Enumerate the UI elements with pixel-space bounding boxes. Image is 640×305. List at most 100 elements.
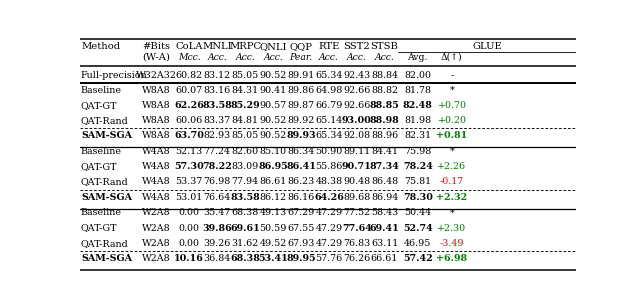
- Text: 68.38: 68.38: [230, 254, 260, 263]
- Text: 62.26: 62.26: [174, 101, 204, 110]
- Text: 85.10: 85.10: [260, 147, 287, 156]
- Text: W8A8: W8A8: [142, 86, 170, 95]
- Text: 86.34: 86.34: [287, 147, 315, 156]
- Text: SAM-SGA: SAM-SGA: [81, 254, 132, 263]
- Text: QQP: QQP: [290, 42, 313, 51]
- Text: 49.52: 49.52: [260, 239, 287, 248]
- Text: -: -: [451, 71, 454, 81]
- Text: RTE: RTE: [318, 42, 340, 51]
- Text: 82.31: 82.31: [404, 131, 431, 140]
- Text: Baseline: Baseline: [81, 208, 122, 217]
- Text: 39.26: 39.26: [204, 239, 231, 248]
- Text: 84.31: 84.31: [232, 86, 259, 95]
- Text: 83.58: 83.58: [230, 192, 260, 202]
- Text: 89.87: 89.87: [287, 101, 315, 110]
- Text: 0.00: 0.00: [179, 239, 200, 248]
- Text: 55.86: 55.86: [316, 162, 342, 171]
- Text: 92.66: 92.66: [343, 86, 371, 95]
- Text: +2.30: +2.30: [437, 224, 467, 233]
- Text: 87.34: 87.34: [370, 162, 399, 171]
- Text: 92.43: 92.43: [343, 71, 371, 81]
- Text: 10.16: 10.16: [174, 254, 204, 263]
- Text: W8A8: W8A8: [142, 131, 170, 140]
- Text: 64.98: 64.98: [316, 86, 342, 95]
- Text: 76.83: 76.83: [343, 239, 371, 248]
- Text: 52.13: 52.13: [175, 147, 203, 156]
- Text: 84.81: 84.81: [232, 116, 259, 125]
- Text: 89.11: 89.11: [343, 147, 371, 156]
- Text: QNLI: QNLI: [259, 42, 287, 51]
- Text: 89.93: 89.93: [287, 131, 316, 140]
- Text: 88.82: 88.82: [371, 86, 398, 95]
- Text: 90.52: 90.52: [260, 131, 287, 140]
- Text: 53.01: 53.01: [175, 192, 203, 202]
- Text: 63.70: 63.70: [174, 131, 204, 140]
- Text: MRPC: MRPC: [229, 42, 261, 51]
- Text: 86.95: 86.95: [259, 162, 288, 171]
- Text: 86.12: 86.12: [260, 192, 287, 202]
- Text: QAT-GT: QAT-GT: [81, 101, 118, 110]
- Text: 47.29: 47.29: [316, 208, 342, 217]
- Text: 86.61: 86.61: [260, 177, 287, 186]
- Text: 69.61: 69.61: [230, 224, 260, 233]
- Text: Acc.: Acc.: [263, 53, 283, 62]
- Text: 89.68: 89.68: [343, 192, 371, 202]
- Text: W8A8: W8A8: [142, 101, 170, 110]
- Text: +0.81: +0.81: [436, 131, 468, 140]
- Text: 69.41: 69.41: [370, 224, 399, 233]
- Text: W4A8: W4A8: [142, 162, 170, 171]
- Text: Pear.: Pear.: [289, 53, 313, 62]
- Text: W2A8: W2A8: [142, 239, 170, 248]
- Text: 47.29: 47.29: [316, 224, 342, 233]
- Text: 57.76: 57.76: [316, 254, 342, 263]
- Text: 81.98: 81.98: [404, 116, 431, 125]
- Text: 86.41: 86.41: [286, 162, 316, 171]
- Text: 75.81: 75.81: [404, 177, 431, 186]
- Text: 78.22: 78.22: [202, 162, 232, 171]
- Text: Method: Method: [81, 42, 120, 51]
- Text: GLUE: GLUE: [472, 42, 502, 51]
- Text: 86.48: 86.48: [371, 177, 398, 186]
- Text: 63.11: 63.11: [371, 239, 398, 248]
- Text: 39.86: 39.86: [202, 224, 232, 233]
- Text: 83.09: 83.09: [232, 162, 259, 171]
- Text: W4A8: W4A8: [142, 192, 170, 202]
- Text: 90.52: 90.52: [260, 71, 287, 81]
- Text: 90.41: 90.41: [260, 86, 287, 95]
- Text: 89.92: 89.92: [287, 116, 315, 125]
- Text: 0.00: 0.00: [179, 208, 200, 217]
- Text: 90.57: 90.57: [260, 101, 287, 110]
- Text: Baseline: Baseline: [81, 86, 122, 95]
- Text: 85.05: 85.05: [232, 131, 259, 140]
- Text: 65.34: 65.34: [316, 71, 342, 81]
- Text: 88.84: 88.84: [371, 71, 398, 81]
- Text: STSB: STSB: [371, 42, 399, 51]
- Text: 81.78: 81.78: [404, 86, 431, 95]
- Text: 60.06: 60.06: [175, 116, 203, 125]
- Text: 76.98: 76.98: [204, 177, 231, 186]
- Text: 46.95: 46.95: [404, 239, 431, 248]
- Text: QAT-GT: QAT-GT: [81, 224, 118, 233]
- Text: W8A8: W8A8: [142, 116, 170, 125]
- Text: +2.26: +2.26: [437, 162, 467, 171]
- Text: 65.14: 65.14: [316, 116, 342, 125]
- Text: 86.23: 86.23: [287, 177, 315, 186]
- Text: 85.29: 85.29: [230, 101, 260, 110]
- Text: 53.41: 53.41: [259, 254, 288, 263]
- Text: 35.47: 35.47: [204, 208, 231, 217]
- Text: 85.05: 85.05: [232, 71, 259, 81]
- Text: 77.94: 77.94: [232, 177, 259, 186]
- Text: 36.84: 36.84: [204, 254, 231, 263]
- Text: 60.07: 60.07: [175, 86, 203, 95]
- Text: -0.17: -0.17: [440, 177, 464, 186]
- Text: QAT-Rand: QAT-Rand: [81, 116, 129, 125]
- Text: QAT-GT: QAT-GT: [81, 162, 118, 171]
- Text: 65.34: 65.34: [316, 131, 342, 140]
- Text: 83.16: 83.16: [204, 86, 231, 95]
- Text: 89.95: 89.95: [287, 254, 316, 263]
- Text: 88.96: 88.96: [371, 131, 398, 140]
- Text: QAT-Rand: QAT-Rand: [81, 177, 129, 186]
- Text: 92.66: 92.66: [343, 101, 371, 110]
- Text: QAT-Rand: QAT-Rand: [81, 239, 129, 248]
- Text: 60.82: 60.82: [175, 71, 203, 81]
